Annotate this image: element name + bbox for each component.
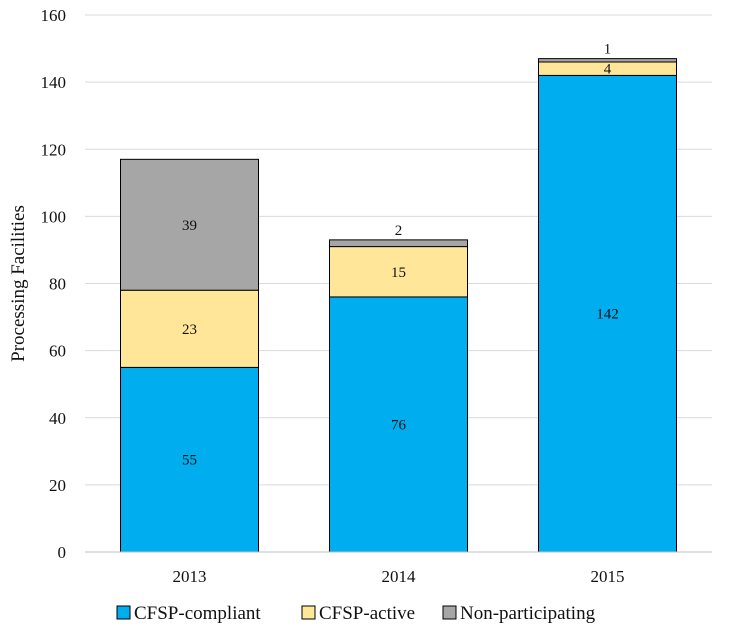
data-label: 15 xyxy=(391,265,406,281)
bars: 55 23 39 76 15 2 142 4 1 xyxy=(120,42,677,553)
y-axis-label: Processing Facilities xyxy=(8,205,29,362)
bar-segment xyxy=(120,289,259,368)
legend-label: Non-participating xyxy=(460,603,596,624)
data-label: 76 xyxy=(391,417,407,433)
x-tick-label: 2015 xyxy=(591,567,625,586)
y-tick-label: 120 xyxy=(41,140,67,159)
bar-segment xyxy=(329,239,468,248)
x-tick-label: 2014 xyxy=(382,567,417,586)
data-label: 142 xyxy=(596,307,619,323)
x-tick-label: 2013 xyxy=(173,567,207,586)
legend-swatch xyxy=(116,605,131,620)
y-tick-label: 20 xyxy=(49,476,66,495)
y-tick-label: 160 xyxy=(41,6,67,25)
y-tick-label: 80 xyxy=(49,275,66,294)
legend-swatch xyxy=(301,605,316,620)
y-tick-label: 60 xyxy=(49,342,66,361)
data-label: 2 xyxy=(395,223,403,239)
legend-label: CFSP-active xyxy=(319,603,415,624)
bar-segment xyxy=(538,74,677,553)
data-label: 55 xyxy=(182,453,197,469)
data-label: 4 xyxy=(604,62,612,78)
y-axis-ticks: 0 20 40 60 80 100 120 140 160 xyxy=(41,6,67,562)
legend-label: CFSP-compliant xyxy=(134,603,261,624)
bar-segment xyxy=(120,158,259,291)
legend-swatch xyxy=(442,605,457,620)
data-label: 39 xyxy=(182,218,197,234)
bar-segment xyxy=(120,366,259,553)
legend: CFSP-compliant CFSP-active Non-participati… xyxy=(116,603,596,624)
x-axis-ticks: 2013 2014 2015 xyxy=(173,567,625,586)
y-tick-label: 100 xyxy=(41,207,67,226)
bar-segment xyxy=(329,246,468,298)
y-tick-label: 40 xyxy=(49,409,66,428)
data-label: 23 xyxy=(182,322,197,338)
data-label: 1 xyxy=(604,42,612,58)
bar-segment xyxy=(329,296,468,553)
y-tick-label: 140 xyxy=(41,73,67,92)
bar-segment xyxy=(538,58,677,63)
y-tick-label: 0 xyxy=(58,543,67,562)
